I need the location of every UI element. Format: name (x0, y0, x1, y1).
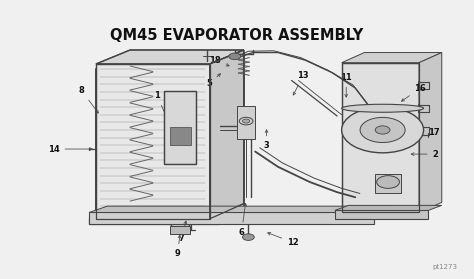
Circle shape (342, 107, 424, 153)
Polygon shape (164, 91, 196, 164)
Polygon shape (89, 210, 242, 218)
Polygon shape (375, 174, 401, 193)
Polygon shape (210, 50, 244, 219)
Polygon shape (170, 128, 191, 145)
Text: 17: 17 (413, 128, 440, 137)
Text: 13: 13 (293, 71, 309, 95)
Polygon shape (335, 205, 442, 210)
Circle shape (360, 117, 405, 143)
Text: 3: 3 (264, 130, 269, 150)
Text: 6: 6 (238, 203, 246, 237)
Text: 1: 1 (154, 91, 170, 123)
Polygon shape (89, 206, 392, 213)
Circle shape (243, 234, 254, 240)
Text: 11: 11 (340, 73, 352, 97)
Polygon shape (96, 50, 244, 64)
Polygon shape (419, 52, 442, 213)
Text: 7: 7 (179, 221, 187, 243)
Text: QM45 EVAPORATOR ASSEMBLY: QM45 EVAPORATOR ASSEMBLY (110, 28, 364, 44)
Ellipse shape (342, 104, 424, 112)
Circle shape (377, 176, 400, 188)
Polygon shape (342, 63, 419, 213)
Text: 16: 16 (401, 84, 426, 101)
Text: 12: 12 (268, 232, 299, 247)
Polygon shape (335, 210, 428, 219)
Text: 18: 18 (210, 56, 229, 66)
Text: 9: 9 (175, 235, 181, 258)
Polygon shape (170, 227, 190, 234)
Polygon shape (89, 213, 374, 224)
Polygon shape (237, 106, 255, 139)
Text: 14: 14 (48, 145, 92, 153)
Circle shape (229, 53, 241, 60)
Polygon shape (96, 64, 210, 219)
Text: pt1273: pt1273 (433, 264, 458, 270)
Circle shape (375, 126, 390, 134)
Text: 5: 5 (206, 74, 220, 88)
Polygon shape (342, 52, 442, 63)
Text: 8: 8 (79, 86, 98, 113)
Circle shape (243, 119, 250, 123)
Polygon shape (89, 218, 219, 224)
Text: 2: 2 (411, 150, 438, 158)
